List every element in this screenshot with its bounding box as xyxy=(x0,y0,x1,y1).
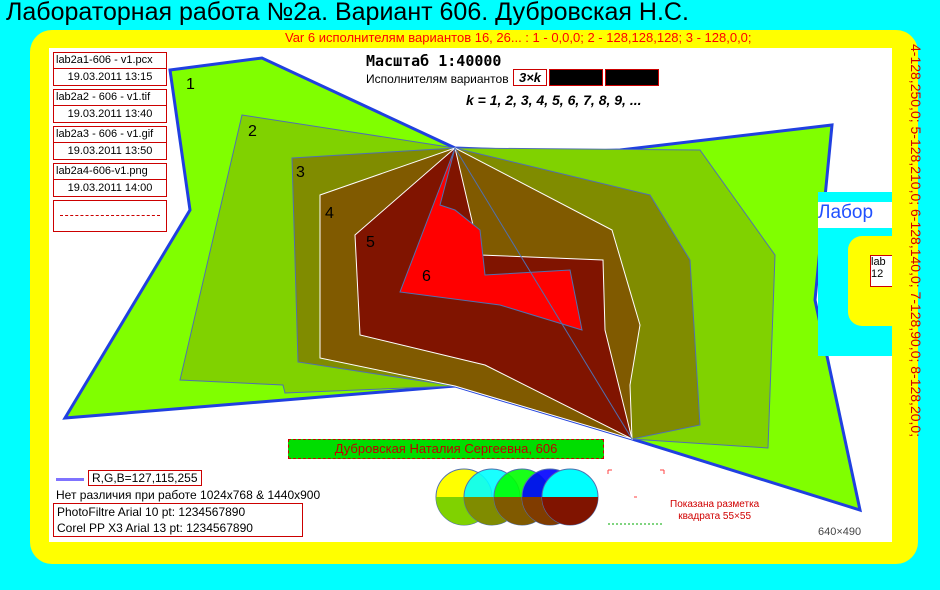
font-line-1: PhotoFiltre Arial 10 pt: 1234567890 xyxy=(57,505,246,519)
file-date: 19.03.2011 13:50 xyxy=(67,145,153,157)
file-name: lab2a4-606-v1.png xyxy=(54,164,166,180)
file-entry: lab2a4-606-v1.png 19.03.2011 14:00 xyxy=(53,163,167,197)
scale-label: Масштаб 1:40000 xyxy=(366,52,502,70)
file-name: lab2a2 - 606 - v1.tif xyxy=(54,90,166,106)
markup-note-line2: квадрата 55×55 xyxy=(678,511,752,522)
file-list: lab2a1-606 - v1.pcx 19.03.2011 13:15 lab… xyxy=(53,52,167,232)
markup-square xyxy=(607,469,665,525)
markup-note: Показана разметка квадрата 55×55 xyxy=(670,499,759,523)
file-date: 19.03.2011 13:15 xyxy=(67,71,153,83)
inset-card-line1: lab xyxy=(871,256,886,268)
level-label-1: 1 xyxy=(186,76,195,93)
file-entry: lab2a2 - 606 - v1.tif 19.03.2011 13:40 xyxy=(53,89,167,123)
level-label-2: 2 xyxy=(248,123,257,140)
file-entry: lab2a3 - 606 - v1.gif 19.03.2011 13:50 xyxy=(53,126,167,160)
file-name: lab2a3 - 606 - v1.gif xyxy=(54,127,166,143)
inset-card-line2: 12 xyxy=(871,268,884,280)
file-date: 19.03.2011 13:40 xyxy=(67,108,153,120)
performers-label: Исполнителям вариантов xyxy=(366,72,509,86)
black-box-1 xyxy=(549,69,603,86)
level-label-6: 6 xyxy=(422,268,431,285)
no-difference-note: Нет различия при работе 1024x768 & 1440x… xyxy=(56,488,321,502)
page-title: Лабораторная работа №2а. Вариант 606. Ду… xyxy=(6,0,689,26)
variant-formula: 3×k xyxy=(513,69,547,86)
file-name: lab2a1-606 - v1.pcx xyxy=(54,53,166,69)
level-label-3: 3 xyxy=(296,164,305,181)
inset-card: lab 12 xyxy=(870,255,892,287)
rgb-label: R,G,B=127,115,255 xyxy=(88,470,202,486)
outline-color-swatch xyxy=(56,478,84,481)
font-sample-box: PhotoFiltre Arial 10 pt: 1234567890 Core… xyxy=(53,503,303,537)
resolution-label: 640×490 xyxy=(818,526,862,538)
k-sequence: k = 1, 2, 3, 4, 5, 6, 7, 8, 9, ... xyxy=(466,92,642,108)
inset-white xyxy=(818,202,892,228)
file-date: 19.03.2011 14:00 xyxy=(67,182,153,194)
file-entry-empty xyxy=(53,200,167,232)
black-box-2 xyxy=(605,69,659,86)
level-label-4: 4 xyxy=(325,205,334,222)
color-spec-top: Var 6 исполнителям вариантов 16, 26... :… xyxy=(285,30,752,45)
font-line-2: Corel PP X3 Arial 13 pt: 1234567890 xyxy=(57,521,253,535)
inset-thumbnail: Лабор lab 12 xyxy=(818,192,892,356)
inset-title: Лабор xyxy=(818,202,874,223)
contour-level-6 xyxy=(399,147,583,331)
color-circles xyxy=(435,468,599,526)
level-label-5: 5 xyxy=(366,234,375,251)
markup-note-line1: Показана разметка xyxy=(670,499,760,510)
file-entry: lab2a1-606 - v1.pcx 19.03.2011 13:15 xyxy=(53,52,167,86)
author-name-bar: Дубровская Наталия Сергеевна, 606 xyxy=(288,439,604,459)
